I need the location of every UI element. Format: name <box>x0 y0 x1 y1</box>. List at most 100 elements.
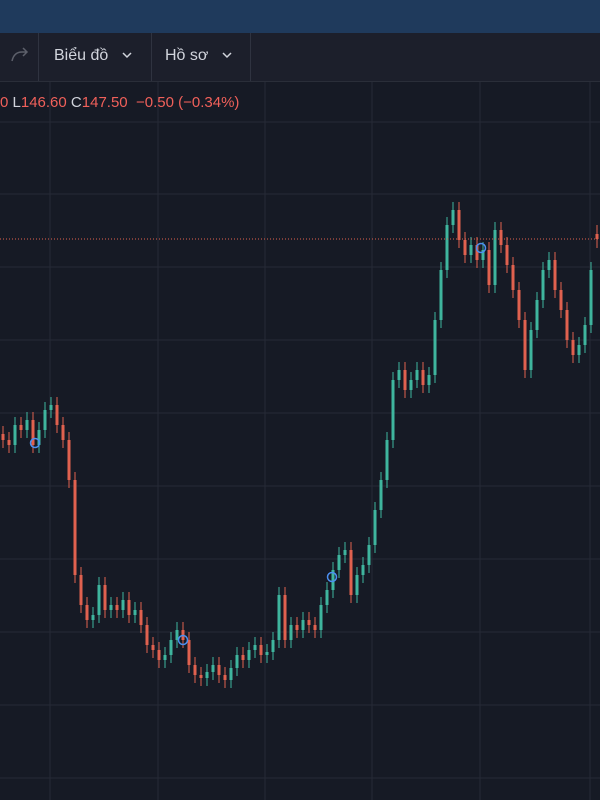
candle-body <box>277 595 281 640</box>
candle-body <box>151 645 155 650</box>
candle-body <box>163 655 167 660</box>
candle-body <box>67 440 71 480</box>
candle-body <box>253 645 257 650</box>
candle-body <box>97 585 101 615</box>
candle-body <box>409 380 413 390</box>
candle-body <box>79 575 83 605</box>
candle-body <box>469 245 473 255</box>
candle-body <box>343 550 347 555</box>
candle-body <box>73 480 77 575</box>
candle-body <box>427 375 431 385</box>
candle-body <box>193 665 197 675</box>
candle-body <box>13 425 17 445</box>
candle-body <box>583 325 587 345</box>
candle-body <box>127 600 131 615</box>
candle-body <box>103 585 107 610</box>
chevron <box>222 52 232 59</box>
candle-body <box>373 510 377 545</box>
candle-body <box>121 600 125 610</box>
candle-body <box>559 290 563 310</box>
candle-body <box>229 668 233 680</box>
legend-fragment: 0 <box>0 94 9 111</box>
candle-body <box>55 405 59 425</box>
candle-body <box>289 625 293 640</box>
event-marker[interactable] <box>29 437 41 449</box>
top-bar <box>0 0 600 33</box>
candle-body <box>85 605 89 620</box>
candle-body <box>391 380 395 440</box>
candle-body <box>331 570 335 590</box>
candle-body <box>379 480 383 510</box>
candle-body <box>361 565 365 575</box>
close-label: C <box>70 94 82 111</box>
candle-body <box>271 640 275 652</box>
candle-body <box>547 260 551 270</box>
candle-body <box>61 425 65 440</box>
candle-body <box>175 630 179 640</box>
redo-icon <box>11 47 29 62</box>
candle-body <box>37 430 41 445</box>
candle-body <box>205 672 209 678</box>
candle-body <box>1 434 5 440</box>
candle-body <box>211 665 215 672</box>
candle-body <box>241 655 245 660</box>
candle-body <box>517 290 521 320</box>
candle-body <box>109 605 113 610</box>
low-value: 146.60 <box>20 94 67 111</box>
candle-body <box>577 345 581 355</box>
toolbar: Biểu đồ Hồ sơ <box>0 33 600 82</box>
candle-body <box>199 675 203 678</box>
candle-body <box>511 265 515 290</box>
candle-body <box>403 370 407 390</box>
candle-body <box>481 250 485 260</box>
candle-body <box>259 645 263 655</box>
candle-body <box>439 270 443 320</box>
candle-body <box>295 625 299 630</box>
grid <box>0 82 600 800</box>
candle-body <box>493 230 497 285</box>
candle-body <box>25 420 29 430</box>
candle-body <box>31 420 35 445</box>
candle-body <box>157 650 161 660</box>
candle-body <box>325 590 329 605</box>
event-markers <box>29 242 487 646</box>
candle-body <box>139 610 143 625</box>
candle-body <box>283 595 287 640</box>
separator <box>250 33 251 81</box>
candle-body <box>169 640 173 655</box>
candle-body <box>133 610 137 615</box>
low-label: L <box>12 94 21 111</box>
redo-button[interactable] <box>4 33 34 81</box>
profile-menu-label: Hồ sơ <box>165 47 209 64</box>
event-marker[interactable] <box>475 242 487 254</box>
candle-body <box>19 425 23 430</box>
candle-body <box>355 575 359 595</box>
candle-body <box>307 620 311 625</box>
event-marker[interactable] <box>177 634 189 646</box>
separator <box>38 33 39 81</box>
candle-body <box>145 625 149 645</box>
candle-body <box>445 225 449 270</box>
candle-body <box>463 240 467 255</box>
profile-menu[interactable]: Hồ sơ <box>165 47 232 65</box>
candle-body <box>217 665 221 675</box>
chevron <box>122 52 132 59</box>
candle-body <box>301 620 305 630</box>
separator <box>151 33 152 81</box>
chart-menu[interactable]: Biểu đồ <box>54 47 132 65</box>
event-marker[interactable] <box>326 571 338 583</box>
candle-body <box>265 652 269 655</box>
candle-body <box>457 210 461 240</box>
candle-body <box>415 370 419 380</box>
candle-body <box>337 555 341 570</box>
candle-body <box>187 640 191 665</box>
change-value: −0.50 (−0.34%) <box>136 94 240 111</box>
candle-body <box>499 230 503 245</box>
candle-body <box>91 615 95 620</box>
candle-body <box>235 655 239 668</box>
candle-body <box>475 245 479 260</box>
candle-body <box>571 340 575 355</box>
candle-body <box>385 440 389 480</box>
